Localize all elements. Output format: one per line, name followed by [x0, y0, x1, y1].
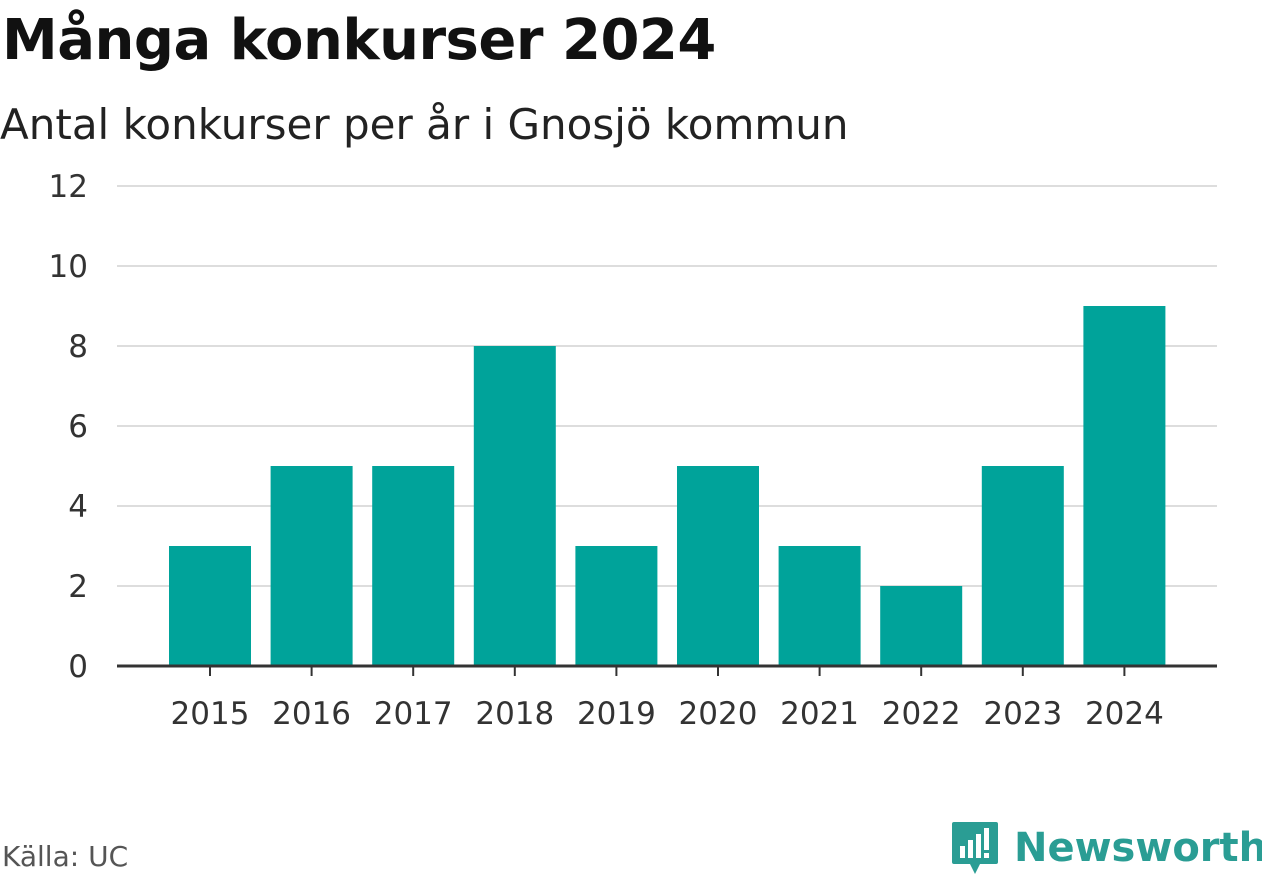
- y-tick-label: 4: [68, 489, 88, 525]
- bar-2023: [981, 466, 1064, 666]
- bar-2021: [778, 546, 861, 666]
- x-tick-label: 2021: [780, 696, 859, 732]
- bar-2018: [473, 346, 556, 666]
- x-tick-label: 2024: [1085, 696, 1164, 732]
- source-note: Källa: UC: [2, 840, 129, 873]
- bar-2022: [880, 586, 963, 666]
- bar-chart: 0 2 4 6 8 10 12 2015 2016 2017 2018 2019 2020 2021 202…: [49, 169, 1217, 732]
- y-tick-label: 8: [68, 329, 88, 365]
- bar-2016: [270, 466, 353, 666]
- newsworthy-logo-icon: [952, 822, 998, 874]
- bar-2015: [169, 546, 251, 666]
- brand-logo: Newsworthy: [950, 818, 1262, 878]
- x-tick-label: 2019: [577, 696, 656, 732]
- chart-subtitle: Antal konkurser per år i Gnosjö kommun: [0, 100, 849, 149]
- x-tick-label: 2017: [374, 696, 453, 732]
- x-tick-label: 2016: [272, 696, 351, 732]
- y-tick-label: 2: [68, 569, 88, 605]
- bar-2017: [372, 466, 455, 666]
- bar-2024: [1083, 306, 1166, 666]
- x-tick-label: 2022: [882, 696, 961, 732]
- bar-2020: [677, 466, 759, 666]
- y-tick-label: 12: [49, 169, 88, 205]
- brand-name: Newsworthy: [1014, 825, 1262, 871]
- y-tick-label: 6: [68, 409, 88, 445]
- x-tick-label: 2020: [679, 696, 758, 732]
- x-tick-label: 2015: [171, 696, 250, 732]
- x-tick-label: 2018: [475, 696, 554, 732]
- x-tick-label: 2023: [983, 696, 1062, 732]
- chart-title: Många konkurser 2024: [2, 8, 716, 73]
- y-tick-label: 0: [68, 649, 88, 685]
- y-tick-label: 10: [49, 249, 88, 285]
- bar-2019: [575, 546, 658, 666]
